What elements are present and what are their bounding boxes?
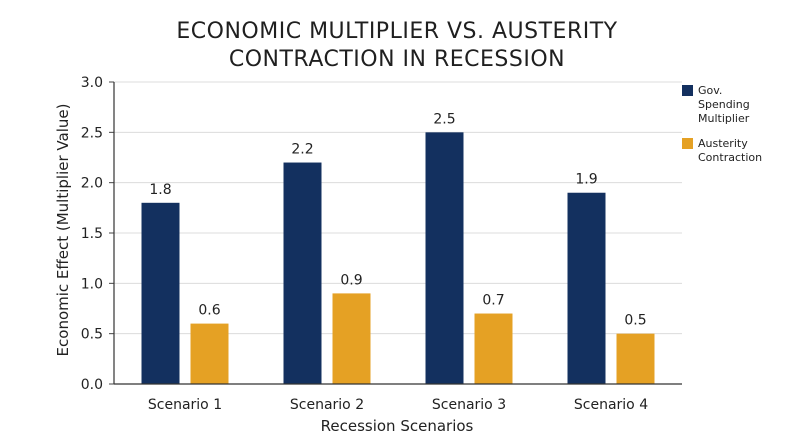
data-label: 0.5 (624, 313, 646, 329)
data-labels: 1.8 0.6 2.2 0.9 2.5 0.7 1.9 0.5 (149, 111, 646, 328)
y-tick-label: 2.5 (81, 125, 103, 141)
bar-gov-spending-3 (425, 132, 464, 384)
y-tick-label: 1.0 (81, 276, 103, 292)
data-label: 2.2 (291, 142, 313, 158)
bar-austerity-2 (332, 293, 371, 384)
legend-swatch (682, 85, 693, 96)
y-axis-title: Economic Effect (Multiplier Value) (54, 104, 72, 357)
x-tick-label: Scenario 2 (290, 397, 364, 413)
data-label: 0.6 (198, 303, 220, 319)
y-tick-label: 1.5 (81, 226, 103, 242)
y-tick-labels: 0.0 0.5 1.0 1.5 2.0 2.5 3.0 (81, 75, 103, 393)
chart-title-line-1: ECONOMIC MULTIPLIER VS. AUSTERITY (176, 19, 617, 44)
bar-gov-spending-4 (567, 192, 606, 384)
y-tick-label: 0.0 (81, 377, 103, 393)
data-label: 0.7 (482, 293, 504, 309)
x-axis-title: Recession Scenarios (321, 417, 474, 435)
legend-swatch (682, 138, 693, 149)
bar-austerity-3 (474, 313, 513, 384)
data-label: 2.5 (433, 111, 455, 127)
data-label: 1.8 (149, 182, 171, 198)
y-tick-label: 3.0 (81, 75, 103, 91)
y-tick-label: 2.0 (81, 176, 103, 192)
bar-gov-spending-1 (141, 202, 180, 384)
chart-title-line-2: CONTRACTION IN RECESSION (229, 47, 565, 72)
data-label: 1.9 (575, 172, 597, 188)
bar-gov-spending-2 (283, 162, 322, 384)
legend-label: Austerity (698, 137, 748, 150)
x-tick-label: Scenario 3 (432, 397, 506, 413)
bars (141, 132, 655, 384)
bar-austerity-1 (190, 323, 229, 384)
legend-label: Gov. (698, 84, 722, 97)
bar-austerity-4 (616, 333, 655, 384)
y-tick-label: 0.5 (81, 327, 103, 343)
chart-title: ECONOMIC MULTIPLIER VS. AUSTERITY CONTRA… (176, 19, 617, 72)
x-tick-labels: Scenario 1 Scenario 2 Scenario 3 Scenario 4 (148, 397, 648, 413)
legend-label: Contraction (698, 151, 762, 164)
legend-label: Multiplier (698, 112, 750, 125)
data-label: 0.9 (340, 272, 362, 288)
x-tick-label: Scenario 4 (574, 397, 648, 413)
x-tick-label: Scenario 1 (148, 397, 222, 413)
legend-label: Spending (698, 98, 750, 111)
axes (113, 82, 682, 385)
